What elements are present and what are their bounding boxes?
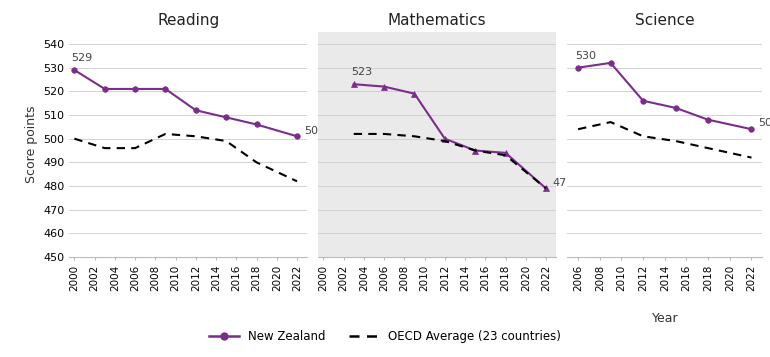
Text: 523: 523 bbox=[351, 67, 372, 77]
X-axis label: Year: Year bbox=[651, 312, 678, 325]
Y-axis label: Score points: Score points bbox=[25, 106, 38, 183]
Text: 479: 479 bbox=[553, 177, 574, 188]
Text: 501: 501 bbox=[304, 126, 325, 136]
Title: Reading: Reading bbox=[157, 13, 219, 28]
Text: 529: 529 bbox=[72, 53, 93, 63]
Title: Mathematics: Mathematics bbox=[388, 13, 487, 28]
Title: Science: Science bbox=[635, 13, 695, 28]
Text: 504: 504 bbox=[758, 119, 770, 129]
Text: 530: 530 bbox=[575, 51, 596, 61]
Legend: New Zealand, OECD Average (23 countries): New Zealand, OECD Average (23 countries) bbox=[204, 325, 566, 347]
